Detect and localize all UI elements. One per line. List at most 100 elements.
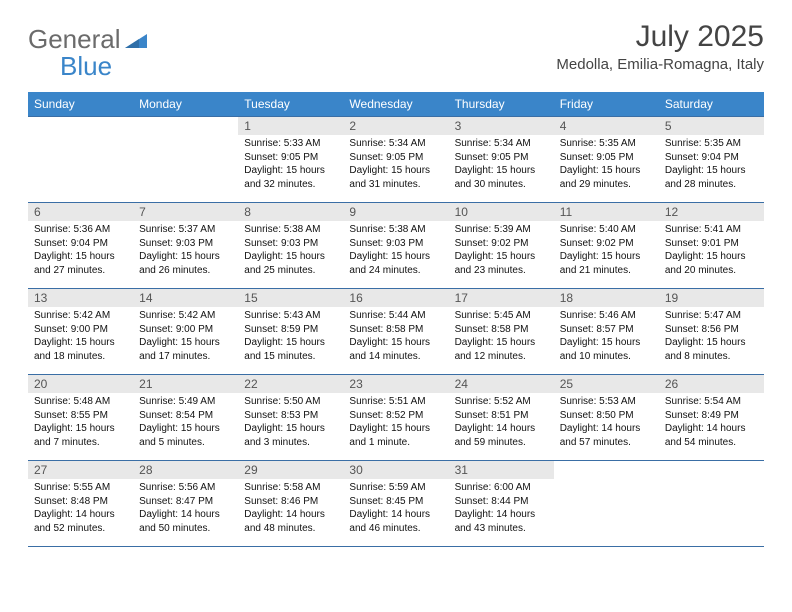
day-number: 11 xyxy=(554,203,659,221)
day-number: 20 xyxy=(28,375,133,393)
day-number: 24 xyxy=(449,375,554,393)
day-number: 22 xyxy=(238,375,343,393)
day-number: 12 xyxy=(659,203,764,221)
day-content: Sunrise: 5:55 AMSunset: 8:48 PMDaylight:… xyxy=(28,479,133,539)
day-number: 8 xyxy=(238,203,343,221)
day-content: Sunrise: 5:53 AMSunset: 8:50 PMDaylight:… xyxy=(554,393,659,453)
day-content: Sunrise: 5:52 AMSunset: 8:51 PMDaylight:… xyxy=(449,393,554,453)
calendar-row: 27Sunrise: 5:55 AMSunset: 8:48 PMDayligh… xyxy=(28,461,764,547)
day-content: Sunrise: 5:35 AMSunset: 9:04 PMDaylight:… xyxy=(659,135,764,195)
day-content: Sunrise: 5:42 AMSunset: 9:00 PMDaylight:… xyxy=(133,307,238,367)
day-content: Sunrise: 5:46 AMSunset: 8:57 PMDaylight:… xyxy=(554,307,659,367)
day-number: 23 xyxy=(343,375,448,393)
day-content: Sunrise: 5:48 AMSunset: 8:55 PMDaylight:… xyxy=(28,393,133,453)
day-number: 21 xyxy=(133,375,238,393)
calendar-cell: 7Sunrise: 5:37 AMSunset: 9:03 PMDaylight… xyxy=(133,203,238,289)
day-content: Sunrise: 5:35 AMSunset: 9:05 PMDaylight:… xyxy=(554,135,659,195)
day-content: Sunrise: 5:33 AMSunset: 9:05 PMDaylight:… xyxy=(238,135,343,195)
weekday-header: Thursday xyxy=(449,92,554,117)
calendar-cell: 31Sunrise: 6:00 AMSunset: 8:44 PMDayligh… xyxy=(449,461,554,547)
calendar-table: SundayMondayTuesdayWednesdayThursdayFrid… xyxy=(28,92,764,547)
calendar-cell: 19Sunrise: 5:47 AMSunset: 8:56 PMDayligh… xyxy=(659,289,764,375)
calendar-row: 13Sunrise: 5:42 AMSunset: 9:00 PMDayligh… xyxy=(28,289,764,375)
logo-text-2: Blue xyxy=(60,51,112,82)
day-number: 26 xyxy=(659,375,764,393)
day-number: 13 xyxy=(28,289,133,307)
day-content: Sunrise: 5:38 AMSunset: 9:03 PMDaylight:… xyxy=(343,221,448,281)
calendar-row: ....1Sunrise: 5:33 AMSunset: 9:05 PMDayl… xyxy=(28,117,764,203)
day-content: Sunrise: 5:59 AMSunset: 8:45 PMDaylight:… xyxy=(343,479,448,539)
day-content: Sunrise: 5:41 AMSunset: 9:01 PMDaylight:… xyxy=(659,221,764,281)
day-content: Sunrise: 5:45 AMSunset: 8:58 PMDaylight:… xyxy=(449,307,554,367)
calendar-body: ....1Sunrise: 5:33 AMSunset: 9:05 PMDayl… xyxy=(28,117,764,547)
day-number: 15 xyxy=(238,289,343,307)
day-number: 7 xyxy=(133,203,238,221)
day-number: 2 xyxy=(343,117,448,135)
day-content: Sunrise: 5:44 AMSunset: 8:58 PMDaylight:… xyxy=(343,307,448,367)
day-number: 10 xyxy=(449,203,554,221)
title-block: July 2025 Medolla, Emilia-Romagna, Italy xyxy=(556,20,764,73)
calendar-cell: 18Sunrise: 5:46 AMSunset: 8:57 PMDayligh… xyxy=(554,289,659,375)
month-title: July 2025 xyxy=(556,20,764,54)
day-number: 25 xyxy=(554,375,659,393)
calendar-cell: .. xyxy=(28,117,133,203)
logo: General xyxy=(28,20,149,55)
day-number: 31 xyxy=(449,461,554,479)
day-number: 28 xyxy=(133,461,238,479)
day-content: Sunrise: 5:37 AMSunset: 9:03 PMDaylight:… xyxy=(133,221,238,281)
day-number: 1 xyxy=(238,117,343,135)
calendar-row: 20Sunrise: 5:48 AMSunset: 8:55 PMDayligh… xyxy=(28,375,764,461)
calendar-cell: 10Sunrise: 5:39 AMSunset: 9:02 PMDayligh… xyxy=(449,203,554,289)
calendar-cell: 8Sunrise: 5:38 AMSunset: 9:03 PMDaylight… xyxy=(238,203,343,289)
calendar-cell: 14Sunrise: 5:42 AMSunset: 9:00 PMDayligh… xyxy=(133,289,238,375)
day-content: Sunrise: 6:00 AMSunset: 8:44 PMDaylight:… xyxy=(449,479,554,539)
calendar-cell: 29Sunrise: 5:58 AMSunset: 8:46 PMDayligh… xyxy=(238,461,343,547)
weekday-header: Saturday xyxy=(659,92,764,117)
day-content: Sunrise: 5:54 AMSunset: 8:49 PMDaylight:… xyxy=(659,393,764,453)
day-number: 9 xyxy=(343,203,448,221)
day-number: 16 xyxy=(343,289,448,307)
location: Medolla, Emilia-Romagna, Italy xyxy=(556,56,764,73)
weekday-header: Sunday xyxy=(28,92,133,117)
calendar-cell: 3Sunrise: 5:34 AMSunset: 9:05 PMDaylight… xyxy=(449,117,554,203)
calendar-cell: .. xyxy=(133,117,238,203)
calendar-cell: 28Sunrise: 5:56 AMSunset: 8:47 PMDayligh… xyxy=(133,461,238,547)
calendar-cell: 26Sunrise: 5:54 AMSunset: 8:49 PMDayligh… xyxy=(659,375,764,461)
calendar-cell: 1Sunrise: 5:33 AMSunset: 9:05 PMDaylight… xyxy=(238,117,343,203)
weekday-header: Friday xyxy=(554,92,659,117)
calendar-cell: 24Sunrise: 5:52 AMSunset: 8:51 PMDayligh… xyxy=(449,375,554,461)
day-number: 30 xyxy=(343,461,448,479)
day-content: Sunrise: 5:39 AMSunset: 9:02 PMDaylight:… xyxy=(449,221,554,281)
calendar-cell: 2Sunrise: 5:34 AMSunset: 9:05 PMDaylight… xyxy=(343,117,448,203)
calendar-cell: 16Sunrise: 5:44 AMSunset: 8:58 PMDayligh… xyxy=(343,289,448,375)
day-content: Sunrise: 5:49 AMSunset: 8:54 PMDaylight:… xyxy=(133,393,238,453)
calendar-cell: 9Sunrise: 5:38 AMSunset: 9:03 PMDaylight… xyxy=(343,203,448,289)
day-content: Sunrise: 5:38 AMSunset: 9:03 PMDaylight:… xyxy=(238,221,343,281)
day-number: 18 xyxy=(554,289,659,307)
weekday-header-row: SundayMondayTuesdayWednesdayThursdayFrid… xyxy=(28,92,764,117)
calendar-cell: 12Sunrise: 5:41 AMSunset: 9:01 PMDayligh… xyxy=(659,203,764,289)
day-content: Sunrise: 5:42 AMSunset: 9:00 PMDaylight:… xyxy=(28,307,133,367)
calendar-cell: 13Sunrise: 5:42 AMSunset: 9:00 PMDayligh… xyxy=(28,289,133,375)
day-number: 4 xyxy=(554,117,659,135)
calendar-cell: 11Sunrise: 5:40 AMSunset: 9:02 PMDayligh… xyxy=(554,203,659,289)
day-number: 5 xyxy=(659,117,764,135)
day-number: 27 xyxy=(28,461,133,479)
day-content: Sunrise: 5:43 AMSunset: 8:59 PMDaylight:… xyxy=(238,307,343,367)
day-content: Sunrise: 5:56 AMSunset: 8:47 PMDaylight:… xyxy=(133,479,238,539)
calendar-cell: 23Sunrise: 5:51 AMSunset: 8:52 PMDayligh… xyxy=(343,375,448,461)
calendar-cell: 6Sunrise: 5:36 AMSunset: 9:04 PMDaylight… xyxy=(28,203,133,289)
calendar-cell: 20Sunrise: 5:48 AMSunset: 8:55 PMDayligh… xyxy=(28,375,133,461)
day-content: Sunrise: 5:36 AMSunset: 9:04 PMDaylight:… xyxy=(28,221,133,281)
calendar-cell: 17Sunrise: 5:45 AMSunset: 8:58 PMDayligh… xyxy=(449,289,554,375)
weekday-header: Tuesday xyxy=(238,92,343,117)
day-number: 6 xyxy=(28,203,133,221)
calendar-cell: 21Sunrise: 5:49 AMSunset: 8:54 PMDayligh… xyxy=(133,375,238,461)
day-number: 14 xyxy=(133,289,238,307)
calendar-cell: 15Sunrise: 5:43 AMSunset: 8:59 PMDayligh… xyxy=(238,289,343,375)
calendar-cell: .. xyxy=(554,461,659,547)
day-content: Sunrise: 5:58 AMSunset: 8:46 PMDaylight:… xyxy=(238,479,343,539)
calendar-cell: .. xyxy=(659,461,764,547)
calendar-cell: 5Sunrise: 5:35 AMSunset: 9:04 PMDaylight… xyxy=(659,117,764,203)
day-content: Sunrise: 5:34 AMSunset: 9:05 PMDaylight:… xyxy=(343,135,448,195)
